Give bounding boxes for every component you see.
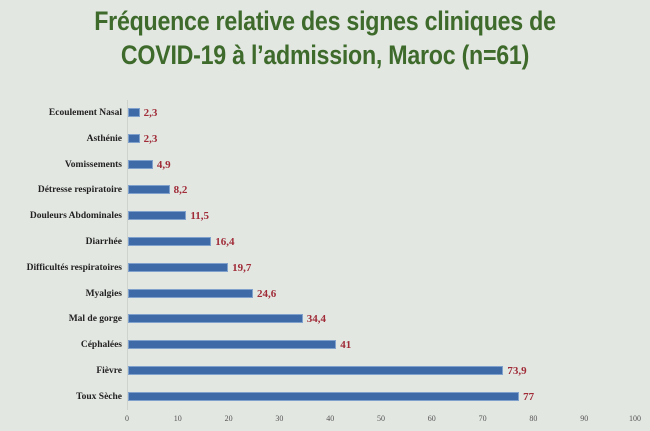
bar [128, 288, 253, 298]
bar [128, 211, 187, 221]
value-label: 19,7 [232, 261, 252, 274]
y-axis-line [127, 100, 128, 410]
bar [128, 133, 140, 143]
bar [128, 391, 520, 401]
category-label: Douleurs Abdominales [29, 211, 122, 222]
bar-row: Détresse respiratoire 8,2 [0, 184, 650, 196]
category-label: Détresse respiratoire [37, 185, 122, 196]
category-label: Toux Sèche [76, 391, 122, 402]
chart-title-line-1: Fréquence relative des signes cliniques … [94, 6, 556, 36]
bar-row: Mal de gorge 34,4 [0, 313, 650, 325]
x-tick-label: 20 [224, 414, 233, 423]
value-label: 73,9 [507, 365, 527, 377]
x-tick-label: 30 [275, 414, 284, 423]
x-tick-label: 50 [377, 414, 385, 423]
category-label: Fièvre [96, 366, 122, 376]
x-tick-label: 90 [580, 414, 589, 423]
category-label: Difficultés respiratoires [26, 262, 122, 273]
value-label: 2,3 [143, 132, 158, 145]
category-label: Céphalées [80, 340, 122, 351]
category-label: Mal de gorge [68, 314, 122, 325]
x-tick-label: 0 [125, 414, 129, 423]
bar-row: Myalgies 24,6 [0, 288, 650, 300]
value-label: 2,3 [143, 107, 158, 119]
value-label: 8,2 [173, 184, 188, 197]
bar [128, 237, 212, 246]
bar [128, 262, 229, 272]
x-tick-label: 100 [629, 414, 641, 423]
bar [128, 366, 504, 375]
value-label: 41 [340, 339, 352, 352]
bar-row: Diarrhée 16,4 [0, 236, 650, 248]
bar-row: Vomissements 4,9 [0, 159, 650, 171]
category-label: Ecoulement Nasal [48, 108, 122, 118]
chart-title-line-2: COVID-19 à l’admission, Maroc (n=61) [120, 40, 530, 70]
bar-row: Ecoulement Nasal 2,3 [0, 107, 650, 119]
category-label: Vomissements [64, 159, 122, 170]
bar [128, 108, 140, 117]
bar-row: Difficultés respiratoires 19,7 [0, 262, 650, 274]
bar [128, 185, 170, 195]
bar [128, 340, 337, 350]
bar [128, 314, 303, 324]
value-label: 24,6 [256, 287, 277, 300]
chart-title: Fréquence relative des signes cliniques … [46, 0, 605, 72]
x-tick-label: 40 [326, 414, 335, 423]
category-label: Asthénie [86, 133, 122, 144]
value-label: 34,4 [306, 313, 326, 326]
value-label: 11,5 [190, 210, 210, 223]
value-label: 4,9 [156, 158, 171, 171]
bar-row: Fièvre 73,9 [0, 365, 650, 377]
bar [128, 159, 153, 169]
bar-row: Douleurs Abdominales 11,5 [0, 210, 650, 222]
x-tick-label: 10 [173, 414, 182, 423]
x-tick-label: 80 [529, 414, 538, 423]
x-tick-label: 60 [427, 414, 436, 423]
x-tick-label: 70 [478, 414, 487, 423]
bar-row: Asthénie 2,3 [0, 133, 650, 145]
value-label: 16,4 [215, 236, 235, 248]
bar-row: Toux Sèche 77 [0, 391, 650, 403]
category-label: Diarrhée [85, 237, 122, 247]
category-label: Myalgies [85, 288, 122, 299]
value-label: 77 [523, 390, 535, 403]
bar-row: Céphalées 41 [0, 339, 650, 351]
